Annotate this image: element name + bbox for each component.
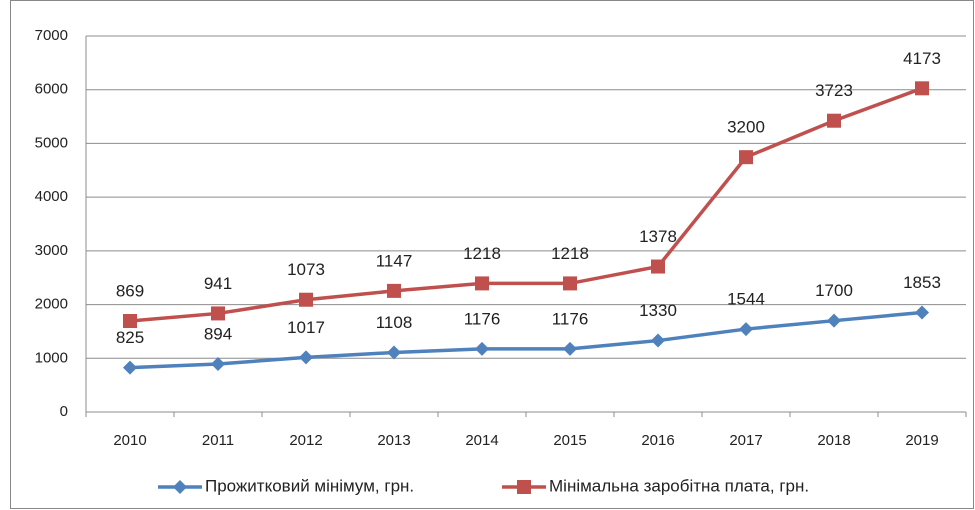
x-tick-label: 2014 xyxy=(465,432,498,449)
point-marker xyxy=(827,113,841,128)
data-label: 4173 xyxy=(903,49,941,68)
y-tick-label: 7000 xyxy=(35,27,68,44)
legend-label: Прожитковий мінімум, грн. xyxy=(205,476,414,495)
point-marker xyxy=(915,305,929,320)
x-tick-label: 2013 xyxy=(377,432,410,449)
point-marker xyxy=(739,322,753,337)
data-label: 3723 xyxy=(815,81,853,100)
data-label: 869 xyxy=(116,281,144,300)
point-marker xyxy=(563,276,577,291)
point-marker xyxy=(211,306,225,321)
point-marker xyxy=(211,356,225,371)
data-label: 1017 xyxy=(287,318,325,337)
data-label: 1218 xyxy=(463,244,501,263)
point-marker xyxy=(299,292,313,307)
y-tick-label: 0 xyxy=(60,403,68,420)
point-marker xyxy=(123,314,137,329)
legend-marker xyxy=(173,480,187,494)
point-marker xyxy=(475,341,489,356)
x-tick-label: 2010 xyxy=(113,432,146,449)
y-tick-label: 4000 xyxy=(35,188,68,205)
y-tick-label: 2000 xyxy=(35,296,68,313)
data-label: 894 xyxy=(204,324,232,343)
data-label: 3200 xyxy=(727,118,765,137)
series-line xyxy=(129,310,923,370)
point-marker xyxy=(651,259,665,274)
data-label: 1378 xyxy=(639,227,677,246)
data-label: 1700 xyxy=(815,281,853,300)
data-label: 1147 xyxy=(376,251,413,270)
data-label: 1330 xyxy=(639,301,677,320)
data-label: 1176 xyxy=(552,309,589,328)
point-marker xyxy=(387,283,401,298)
y-tick-label: 5000 xyxy=(35,134,68,151)
x-tick-label: 2012 xyxy=(289,432,322,449)
y-tick-label: 3000 xyxy=(35,242,68,259)
series-line xyxy=(129,86,923,323)
data-label: 941 xyxy=(204,274,232,293)
data-label: 1176 xyxy=(464,309,501,328)
point-marker xyxy=(475,276,489,291)
point-marker xyxy=(123,360,137,375)
point-marker xyxy=(299,350,313,365)
point-marker xyxy=(739,150,753,165)
legend-marker xyxy=(517,480,531,494)
point-marker xyxy=(827,313,841,328)
legend-label: Мінімальна заробітна плата, грн. xyxy=(549,476,809,495)
x-tick-label: 2019 xyxy=(905,432,938,449)
x-tick-label: 2011 xyxy=(202,432,234,449)
data-label: 1853 xyxy=(903,273,941,292)
x-tick-label: 2017 xyxy=(729,432,762,449)
data-label: 1108 xyxy=(376,313,413,332)
y-tick-label: 6000 xyxy=(35,81,68,98)
x-tick-label: 2016 xyxy=(641,432,674,449)
chart-border xyxy=(10,0,974,509)
data-label: 1544 xyxy=(727,290,765,309)
point-marker xyxy=(563,341,577,356)
point-marker xyxy=(651,333,665,348)
data-label: 825 xyxy=(116,328,144,347)
data-label: 1073 xyxy=(287,260,325,279)
point-marker xyxy=(915,81,929,96)
y-tick-label: 1000 xyxy=(35,349,68,366)
x-tick-label: 2018 xyxy=(817,432,850,449)
point-marker xyxy=(387,345,401,360)
data-label: 1218 xyxy=(551,244,589,263)
x-tick-label: 2015 xyxy=(553,432,586,449)
